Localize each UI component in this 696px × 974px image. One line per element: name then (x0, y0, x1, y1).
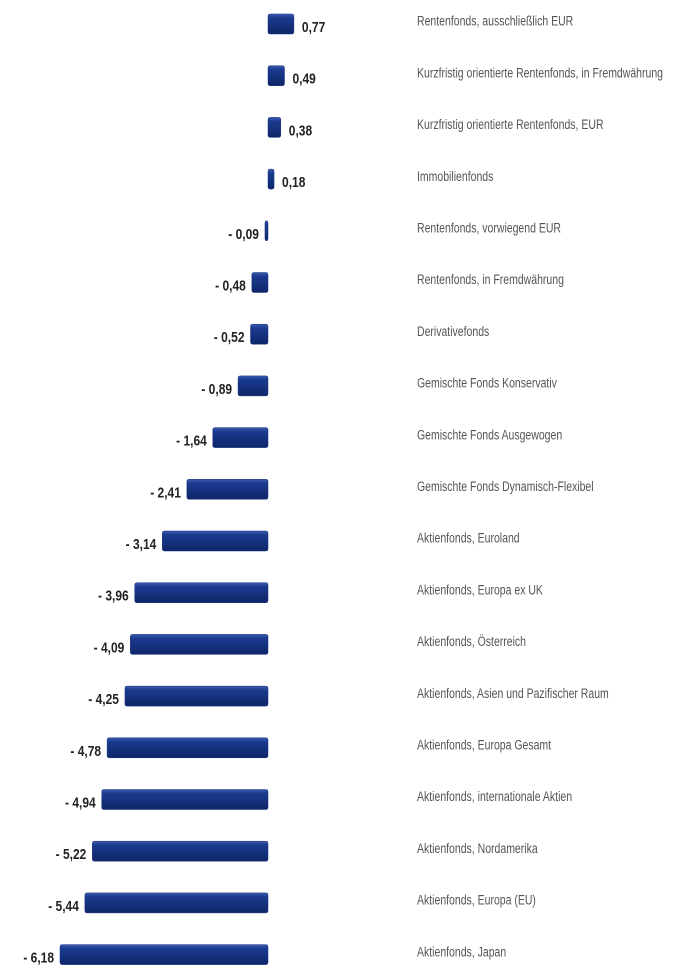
value-label: 0,38 (289, 122, 313, 139)
value-label: - 4,78 (70, 743, 101, 760)
category-label: Aktienfonds, Japan (417, 944, 506, 960)
bar (92, 840, 269, 862)
bar (264, 220, 269, 242)
value-label: - 3,96 (98, 587, 129, 604)
value-label: - 2,41 (150, 484, 181, 501)
bar (250, 323, 269, 345)
value-label: - 0,48 (215, 277, 246, 294)
bar (84, 892, 269, 914)
category-label: Rentenfonds, in Fremdwährung (417, 272, 564, 288)
category-label: Kurzfristig orientierte Rentenfonds, in … (417, 65, 663, 81)
bar (106, 737, 269, 759)
category-label: Aktienfonds, Europa (EU) (417, 892, 536, 908)
value-label: - 0,89 (201, 381, 232, 398)
bar (267, 168, 275, 190)
category-label: Gemischte Fonds Konservativ (417, 375, 558, 391)
bar (162, 530, 269, 552)
value-label: 0,49 (292, 70, 316, 87)
category-label: Aktienfonds, Österreich (417, 634, 526, 650)
bar (134, 582, 269, 603)
value-label: - 0,09 (228, 226, 259, 243)
category-label: Kurzfristig orientierte Rentenfonds, EUR (417, 117, 604, 133)
bar (59, 944, 269, 965)
category-label: Aktienfonds, Euroland (417, 530, 520, 546)
category-label: Aktienfonds, Nordamerika (417, 840, 538, 856)
value-label: - 1,64 (176, 432, 207, 449)
category-label: Rentenfonds, vorwiegend EUR (417, 220, 561, 236)
value-label: - 0,52 (214, 329, 245, 346)
value-label: - 4,25 (88, 691, 119, 708)
bar (267, 117, 282, 138)
category-label: Aktienfonds, Europa ex UK (417, 582, 544, 598)
category-label: Immobilienfonds (417, 168, 493, 184)
value-label: - 6,18 (23, 949, 54, 966)
value-label: 0,18 (282, 174, 306, 191)
bar (101, 789, 269, 810)
bar (212, 427, 269, 448)
value-label: - 3,14 (126, 536, 157, 553)
category-label: Gemischte Fonds Dynamisch-Flexibel (417, 479, 594, 495)
value-label: - 4,94 (65, 794, 96, 811)
bar (124, 685, 269, 707)
category-label: Aktienfonds, internationale Aktien (417, 789, 572, 805)
category-label: Aktienfonds, Asien und Pazifischer Raum (417, 685, 609, 701)
bar (251, 272, 269, 293)
value-label: - 4,09 (94, 639, 125, 656)
bar (186, 479, 269, 500)
bar (267, 65, 285, 86)
value-label: 0,77 (302, 19, 325, 36)
category-label: Aktienfonds, Europa Gesamt (417, 737, 552, 753)
bar (267, 13, 295, 35)
category-label: Rentenfonds, ausschließlich EUR (417, 13, 573, 29)
value-label: - 5,22 (56, 846, 87, 863)
bar (237, 375, 269, 397)
category-label: Derivativefonds (417, 323, 489, 339)
category-label: Gemischte Fonds Ausgewogen (417, 427, 562, 443)
bar (130, 634, 269, 655)
value-label: - 5,44 (48, 898, 79, 915)
